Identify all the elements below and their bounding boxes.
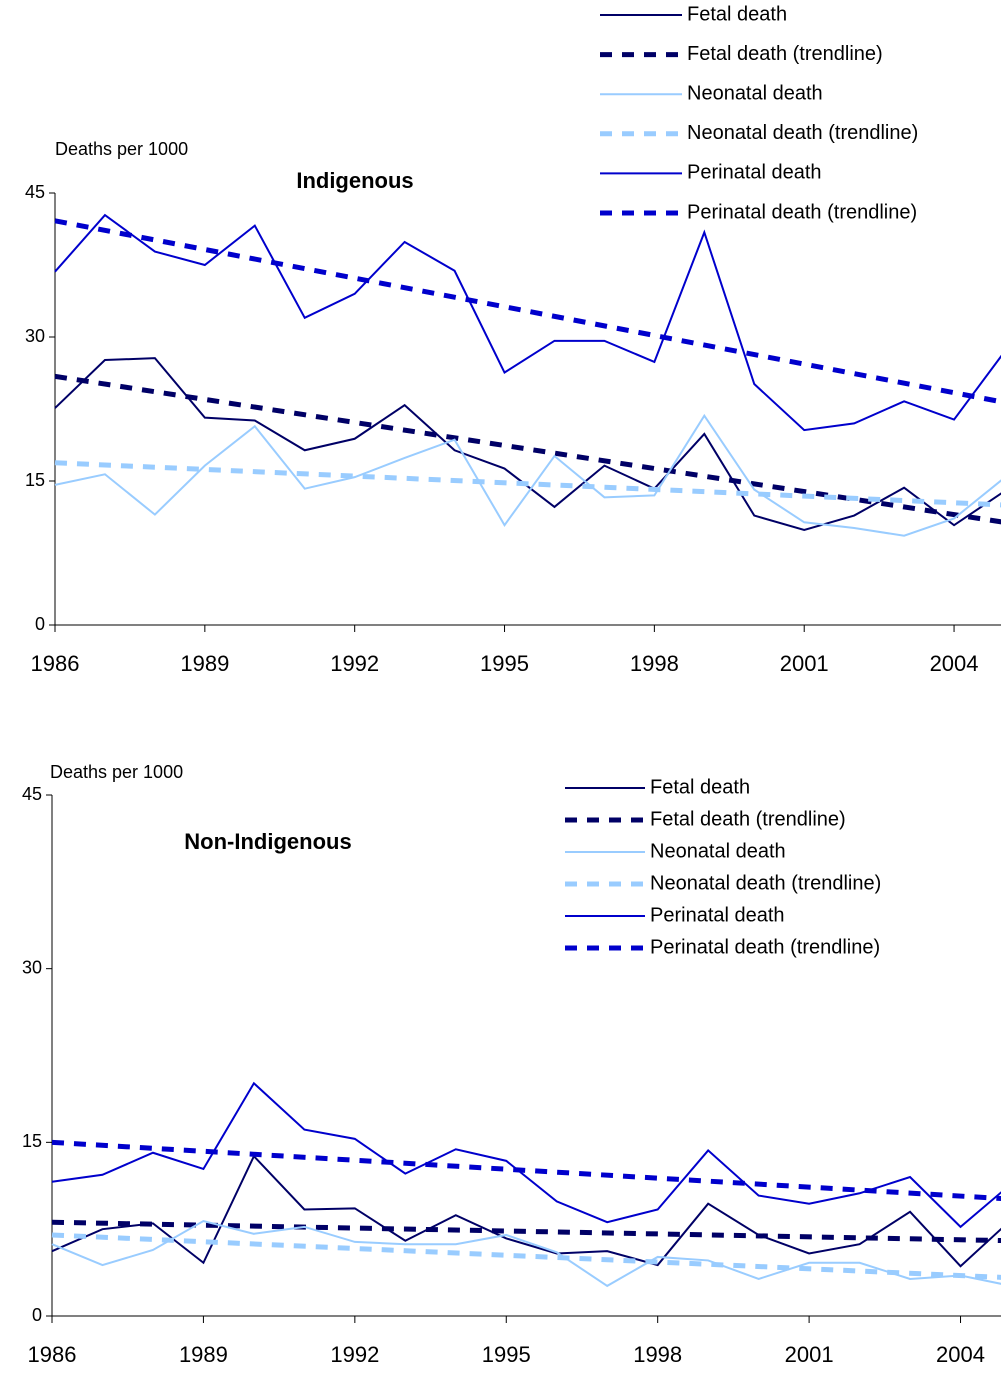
x-tick-label: 1998 [633, 1342, 682, 1367]
trendline [51, 1232, 1001, 1280]
legend-label: Fetal death (trendline) [650, 808, 846, 830]
y-tick-label: 15 [22, 1131, 42, 1151]
legend-label: Neonatal death [687, 82, 823, 104]
trendline [54, 460, 1001, 508]
legend-label: Perinatal death (trendline) [687, 201, 917, 223]
x-tick-label: 1989 [179, 1342, 228, 1367]
legend-label: Neonatal death (trendline) [687, 122, 918, 144]
trendline [54, 373, 1001, 525]
x-tick-label: 2001 [785, 1342, 834, 1367]
y-tick-label: 45 [25, 182, 45, 202]
legend-label: Neonatal death (trendline) [650, 872, 881, 894]
x-tick-label: 1992 [330, 1342, 379, 1367]
data-line [51, 1081, 1001, 1229]
y-tick-label: 0 [35, 614, 45, 634]
chart-title: Non-Indigenous [184, 829, 351, 854]
trendline [54, 218, 1001, 405]
x-tick-label: 1989 [180, 651, 229, 676]
legend-label: Perinatal death [650, 904, 785, 926]
legend-label: Neonatal death [650, 840, 786, 862]
x-tick-label: 1986 [31, 651, 80, 676]
legend-label: Fetal death [650, 776, 750, 798]
y-tick-label: 0 [32, 1305, 42, 1325]
trendline [51, 1139, 1001, 1201]
y-tick-label: 30 [25, 326, 45, 346]
x-tick-label: 1998 [630, 651, 679, 676]
x-tick-label: 1986 [28, 1342, 77, 1367]
chart-title: Indigenous [296, 168, 413, 193]
x-tick-label: 1995 [480, 651, 529, 676]
data-line [51, 1154, 1001, 1268]
y-axis-label: Deaths per 1000 [50, 762, 183, 782]
y-tick-label: 30 [22, 957, 42, 977]
data-line [51, 1219, 1001, 1288]
data-line [54, 357, 1001, 532]
legend-label: Fetal death [687, 3, 787, 25]
y-axis-label: Deaths per 1000 [55, 139, 188, 159]
data-line [54, 413, 1001, 537]
y-tick-label: 45 [22, 784, 42, 804]
y-tick-label: 15 [25, 470, 45, 490]
legend-label: Perinatal death [687, 162, 822, 184]
trendline [51, 1219, 1001, 1244]
legend-label: Fetal death (trendline) [687, 43, 883, 65]
data-line [54, 213, 1001, 432]
x-tick-label: 1995 [482, 1342, 531, 1367]
x-tick-label: 1992 [330, 651, 379, 676]
x-tick-label: 2001 [780, 651, 829, 676]
legend-label: Perinatal death (trendline) [650, 936, 880, 958]
x-tick-label: 2004 [936, 1342, 985, 1367]
x-tick-label: 2004 [930, 651, 979, 676]
